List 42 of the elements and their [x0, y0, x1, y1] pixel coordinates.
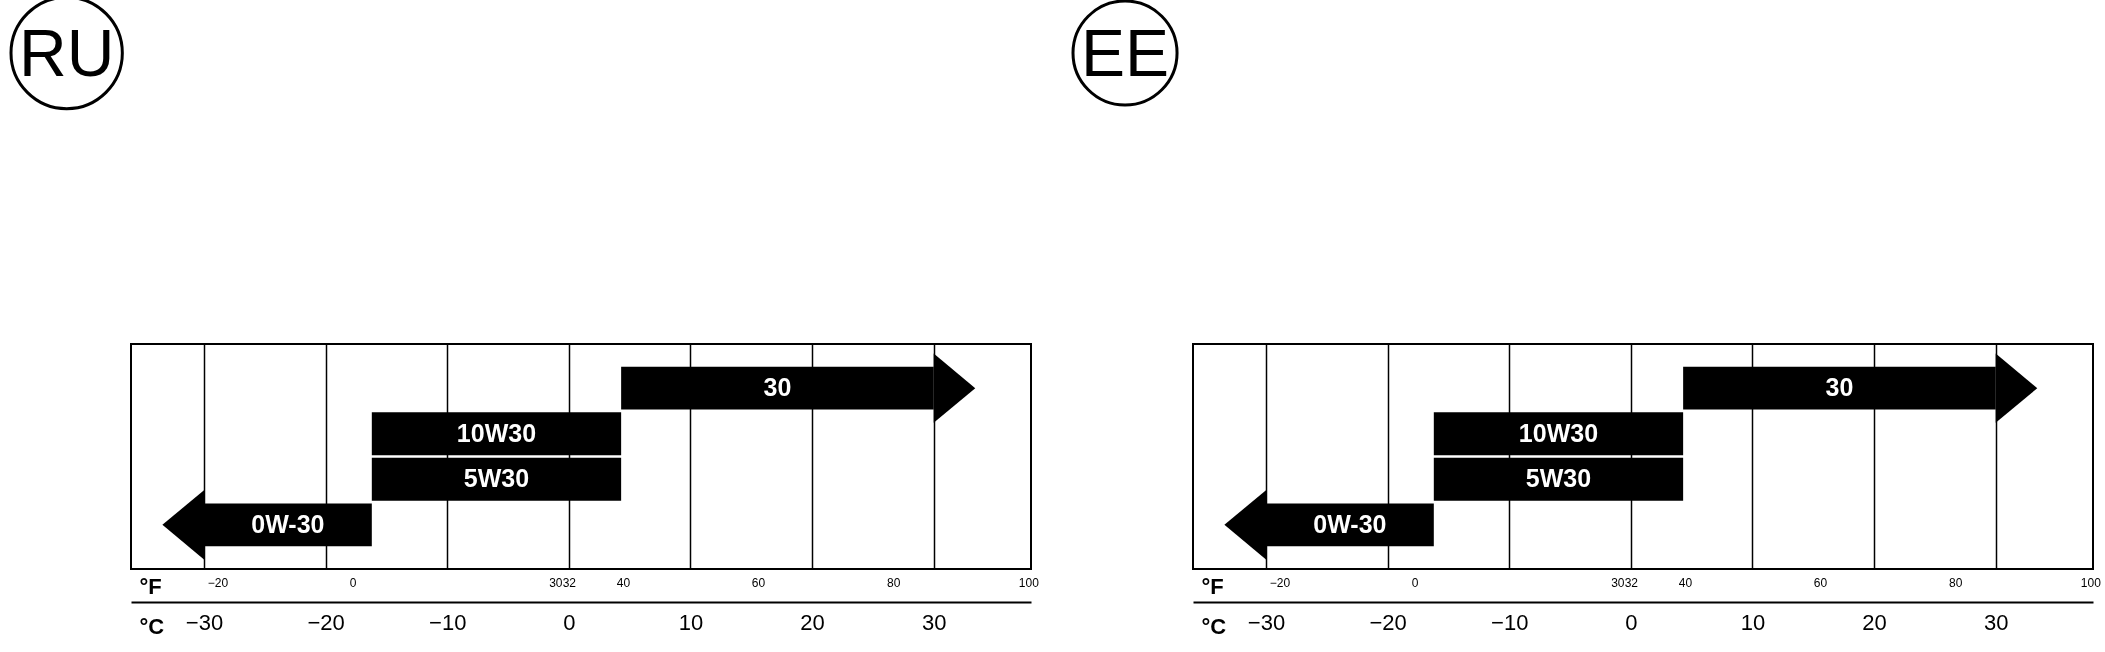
chart-title: RU [19, 16, 115, 90]
x-tick-label: 20 [800, 609, 825, 635]
x-tick-label: 20 [1862, 609, 1887, 635]
x-tick-label: −10 [429, 609, 467, 635]
x2-tick-label: 32 [1624, 575, 1639, 590]
y-tick-label: 0W-30 [1313, 509, 1387, 538]
y-tick-label: 0W-30 [251, 509, 325, 538]
x-tick-label: 0 [1625, 609, 1638, 635]
y-tick-label: 5W30 [1525, 464, 1592, 493]
x-tick-label: −30 [185, 609, 224, 635]
x2-tick-label: 60 [751, 575, 766, 590]
x2-tick-label: 30 [549, 575, 563, 590]
x-axis-title: °C [1201, 613, 1227, 639]
x-tick-label: −20 [307, 609, 345, 635]
y-tick-label: 10W30 [456, 418, 537, 447]
x-tick-label: −10 [1491, 609, 1529, 635]
x2-tick-label: 100 [2080, 575, 2102, 590]
x-tick-label: 10 [678, 609, 704, 635]
x2-tick-label: −20 [1269, 575, 1291, 590]
x-tick-label: 30 [921, 609, 947, 635]
x-axis-title: °C [139, 613, 165, 639]
x-tick-label: 0 [563, 609, 576, 635]
x-tick-label: −20 [1369, 609, 1407, 635]
x-tick-label: 30 [1983, 609, 2009, 635]
x2-tick-label: 40 [1678, 575, 1693, 590]
x2-axis-title: °F [1201, 573, 1224, 599]
x2-tick-label: 60 [1813, 575, 1828, 590]
x2-tick-label: 100 [1018, 575, 1040, 590]
x-tick-label: 10 [1740, 609, 1766, 635]
x2-axis-title: °F [139, 573, 162, 599]
y-tick-label: 5W30 [463, 464, 530, 493]
chart-title: EE [1081, 16, 1170, 90]
x-tick-label: −30 [1247, 609, 1286, 635]
x2-tick-label: 40 [616, 575, 631, 590]
x2-tick-label: 80 [1948, 575, 1963, 590]
x2-tick-label: 0 [1411, 575, 1419, 590]
x2-tick-label: 0 [349, 575, 357, 590]
x2-tick-label: 32 [562, 575, 577, 590]
x2-tick-label: −20 [207, 575, 229, 590]
x2-tick-label: 80 [886, 575, 901, 590]
y-tick-label: 10W30 [1518, 418, 1599, 447]
x2-tick-label: 30 [1611, 575, 1625, 590]
